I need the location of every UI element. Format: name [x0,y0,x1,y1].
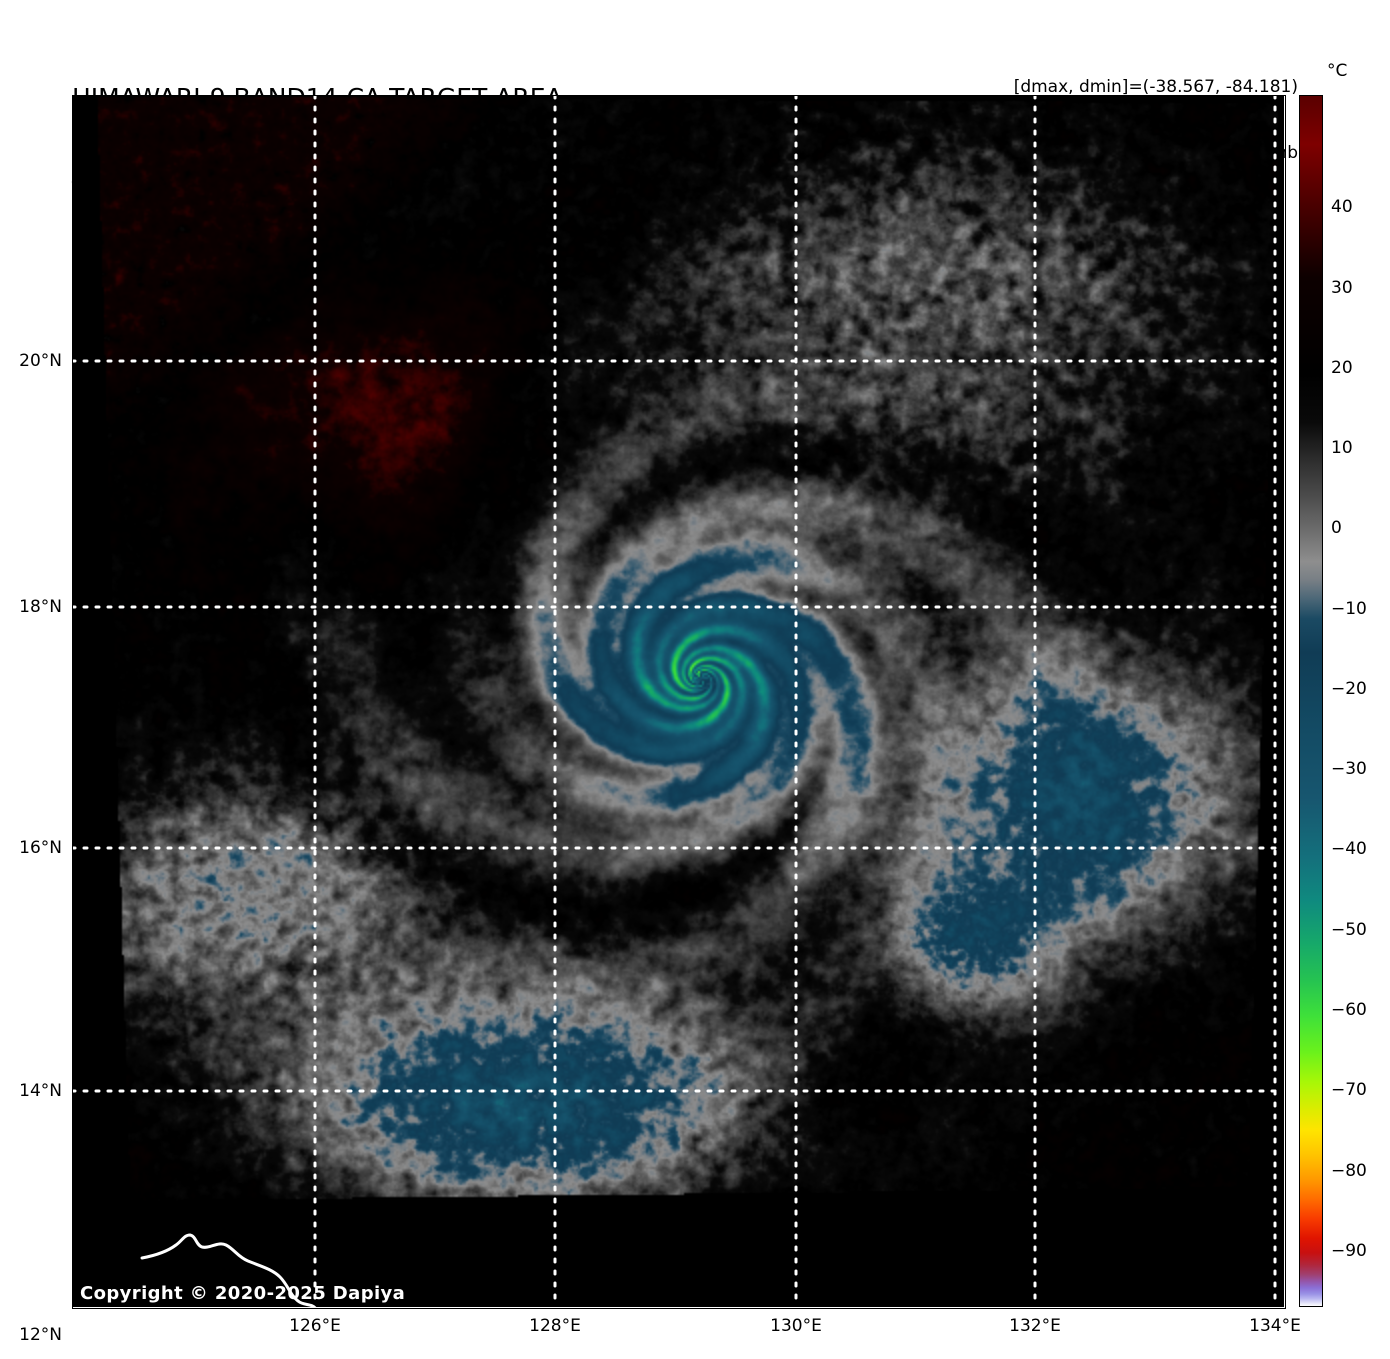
longitude-tick-label: 132°E [1009,1316,1061,1336]
colorbar-tick-label: 40 [1331,197,1353,218]
colorbar-tick-label: −20 [1331,678,1367,699]
dminmax-label: [dmax, dmin]=(-38.567, -84.181) [1013,77,1298,97]
colorbar-tick-label: 10 [1331,438,1353,459]
latitude-tick-label: 20°N [19,351,62,371]
colorbar-tick-label: −50 [1331,919,1367,940]
colorbar-tick-label: 30 [1331,277,1353,298]
satellite-image-plot[interactable] [72,95,1284,1307]
colorbar-tick-label: −40 [1331,839,1367,860]
colorbar-tick-label: 20 [1331,357,1353,378]
longitude-tick-label: 126°E [289,1316,341,1336]
colorbar-unit-label: °C [1327,61,1348,81]
colorbar-tick-label: 0 [1331,518,1342,539]
colorbar-tick-label: −60 [1331,1000,1367,1021]
longitude-tick-label: 134°E [1249,1316,1301,1336]
longitude-tick-label: 130°E [770,1316,822,1336]
colorbar-tick-label: −10 [1331,598,1367,619]
latitude-tick-label: 14°N [19,1081,62,1101]
colorbar-tick-label: −90 [1331,1240,1367,1261]
latitude-tick-label: 12°N [19,1325,62,1345]
colorbar-gradient [1300,96,1322,1306]
infrared-brightness-temperature-map [72,95,1284,1307]
colorbar-tick-label: −30 [1331,759,1367,780]
colorbar-tick-label: −70 [1331,1080,1367,1101]
copyright-label: Copyright © 2020-2025 Dapiya [80,1283,406,1304]
latitude-tick-label: 16°N [19,838,62,858]
colorbar-tick-label: −80 [1331,1160,1367,1181]
latitude-tick-label: 18°N [19,597,62,617]
longitude-tick-label: 128°E [529,1316,581,1336]
temperature-colorbar [1299,95,1323,1307]
